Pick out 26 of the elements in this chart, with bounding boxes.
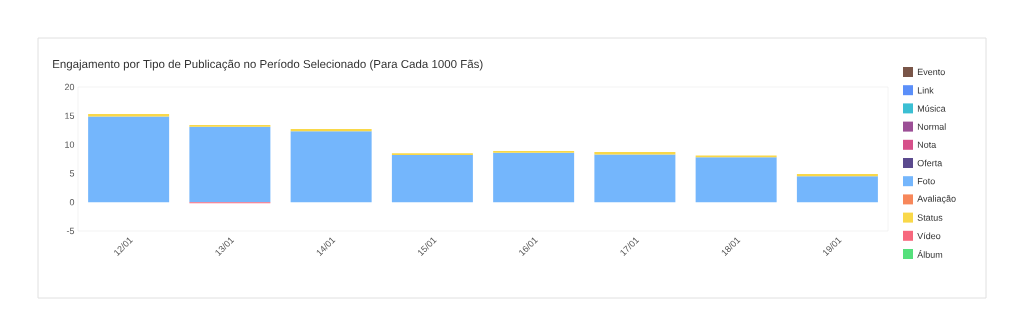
legend-label: Vídeo: [917, 232, 941, 240]
legend-label: Foto: [917, 178, 935, 185]
y-tick-label: 10: [65, 141, 75, 148]
legend-label: Música: [917, 105, 946, 112]
legend-label: Avaliação: [917, 195, 956, 204]
bar: [391, 154, 473, 203]
bar: [290, 131, 372, 203]
chart-title: Engajamento por Tipo de Publicação no Período Selecionado (Para Cada 1000 Fãs): [53, 59, 483, 71]
legend-label: Evento: [917, 68, 945, 76]
legend-label: Status: [917, 214, 943, 221]
legend-label: Nota: [917, 141, 937, 148]
bar: [695, 157, 777, 203]
legend-label: Link: [917, 86, 934, 94]
legend-label: Oferta: [917, 159, 943, 167]
bar: [594, 154, 676, 203]
bar: [189, 126, 271, 203]
y-tick-label: 5: [69, 170, 75, 177]
y-tick-label: -5: [66, 227, 75, 235]
y-tick-label: 0: [69, 199, 75, 206]
bar: [88, 116, 170, 203]
bar: [493, 152, 575, 203]
y-tick-label: 15: [65, 112, 75, 119]
legend-label: Normal: [917, 123, 946, 130]
legend-label: Álbum: [917, 250, 943, 258]
bar: [796, 176, 878, 203]
y-tick-label: 20: [64, 83, 75, 91]
